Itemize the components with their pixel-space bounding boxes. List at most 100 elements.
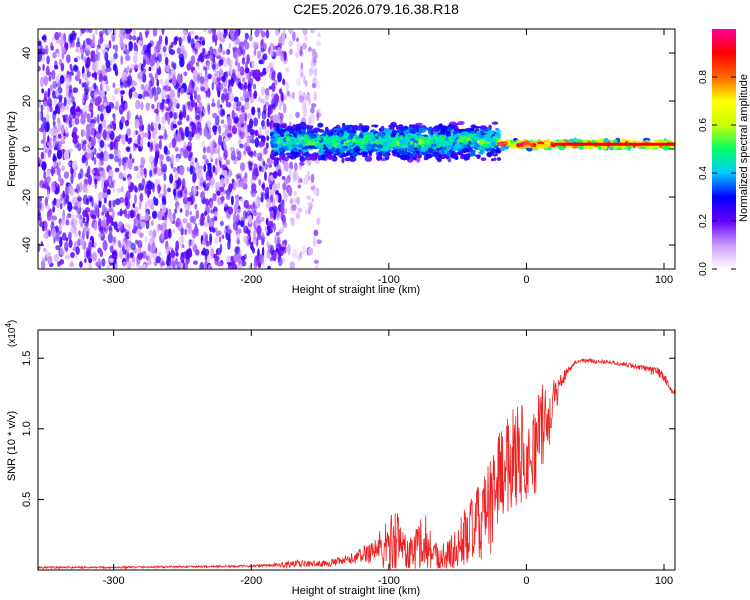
heatmap-cell: [229, 146, 234, 152]
heatmap-cell: [85, 44, 91, 51]
heatmap-cell: [54, 65, 59, 70]
heatmap-cell: [60, 178, 64, 186]
heatmap-cell: [140, 63, 144, 72]
heatmap-cell: [259, 254, 264, 264]
heatmap-cell: [203, 164, 207, 173]
heatmap-cell: [374, 124, 378, 128]
heatmap-cell: [162, 46, 167, 53]
heatmap-cell: [56, 149, 63, 160]
heatmap-cell: [209, 200, 213, 209]
heatmap-cell: [53, 98, 57, 107]
heatmap-cell: [86, 113, 91, 123]
heatmap-cell: [64, 126, 69, 135]
heatmap-cell: [212, 125, 218, 131]
heatmap-cell: [98, 152, 104, 163]
heatmap-cell: [124, 102, 128, 111]
heatmap-cell: [275, 209, 280, 218]
heatmap-cell: [233, 116, 240, 122]
heatmap-cell: [396, 129, 404, 133]
heatmap-cell: [121, 134, 126, 146]
heatmap-cell: [56, 140, 62, 150]
heatmap-cell: [182, 35, 187, 42]
heatmap-cell: [151, 210, 158, 219]
heatmap-cell: [317, 32, 321, 38]
heatmap-cell: [97, 113, 100, 125]
heatmap-cell: [169, 111, 173, 119]
heatmap-cell: [253, 117, 258, 127]
heatmap-cell: [423, 139, 428, 145]
heatmap-cell: [243, 199, 249, 209]
heatmap-cell: [61, 124, 65, 135]
heatmap-cell: [97, 191, 103, 202]
heatmap-cell: [138, 130, 142, 136]
heatmap-cell: [146, 180, 153, 191]
heatmap-cell: [315, 80, 321, 90]
heatmap-cell: [144, 168, 147, 179]
heatmap-cell: [294, 162, 298, 172]
spectrogram-y-tick-label: -40: [21, 237, 33, 253]
heatmap-cell: [399, 147, 404, 151]
heatmap-cell: [331, 144, 336, 147]
colorbar-tick-label: 0.4: [698, 166, 709, 180]
heatmap-cell: [38, 40, 42, 47]
heatmap-cell: [175, 257, 178, 265]
heatmap-cell: [150, 56, 156, 66]
heatmap-cell: [143, 132, 150, 138]
heatmap-cell: [163, 145, 168, 155]
heatmap-cell: [187, 131, 193, 142]
heatmap-cell: [156, 60, 160, 69]
heatmap-cell: [203, 127, 208, 137]
heatmap-cell: [212, 112, 218, 119]
heatmap-cell: [199, 52, 204, 62]
heatmap-cell: [305, 209, 308, 215]
heatmap-cell: [265, 29, 270, 39]
heatmap-cell: [73, 218, 78, 227]
heatmap-cell: [262, 160, 266, 167]
heatmap-cell: [567, 138, 576, 143]
heatmap-cell: [412, 127, 418, 131]
heatmap-cell: [265, 87, 270, 97]
heatmap-cell: [272, 115, 276, 124]
heatmap-cell: [454, 155, 459, 161]
heatmap-cell: [72, 135, 78, 144]
heatmap-cell: [168, 99, 173, 109]
heatmap-cell: [120, 186, 124, 193]
heatmap-cell: [94, 221, 98, 231]
heatmap-cell: [199, 76, 205, 84]
spectrogram-y-tick-label: 0: [21, 146, 33, 152]
heatmap-cell: [106, 210, 109, 216]
heatmap-cell: [83, 56, 88, 63]
heatmap-cell: [261, 246, 265, 258]
heatmap-cell: [114, 167, 120, 173]
heatmap-cell: [279, 88, 282, 94]
heatmap-cell: [137, 244, 141, 255]
heatmap-cell: [302, 29, 308, 36]
heatmap-cell: [187, 252, 193, 258]
heatmap-cell: [177, 88, 181, 99]
heatmap-cell: [225, 101, 232, 108]
snr-x-tick-label: 100: [655, 575, 673, 587]
heatmap-cell: [250, 241, 254, 251]
heatmap-cell: [261, 232, 265, 238]
heatmap-cell: [123, 165, 126, 171]
heatmap-cell: [202, 47, 206, 54]
heatmap-cell: [207, 73, 212, 80]
heatmap-cell: [352, 130, 357, 134]
heatmap-cell: [265, 66, 270, 73]
heatmap-cell: [218, 134, 223, 146]
heatmap-cell: [190, 55, 196, 65]
heatmap-cell: [91, 72, 98, 78]
heatmap-cell: [216, 77, 221, 83]
heatmap-cell: [125, 54, 131, 62]
heatmap-cell: [146, 43, 151, 54]
heatmap-cell: [265, 217, 269, 226]
heatmap-cell: [133, 91, 139, 98]
heatmap-cell: [298, 164, 302, 170]
heatmap-cell: [140, 137, 144, 148]
heatmap-cell: [40, 151, 44, 160]
heatmap-cell: [101, 211, 105, 216]
heatmap-cell: [224, 202, 228, 208]
heatmap-cell: [117, 240, 121, 247]
heatmap-cell: [144, 235, 149, 244]
heatmap-cell: [409, 153, 417, 158]
